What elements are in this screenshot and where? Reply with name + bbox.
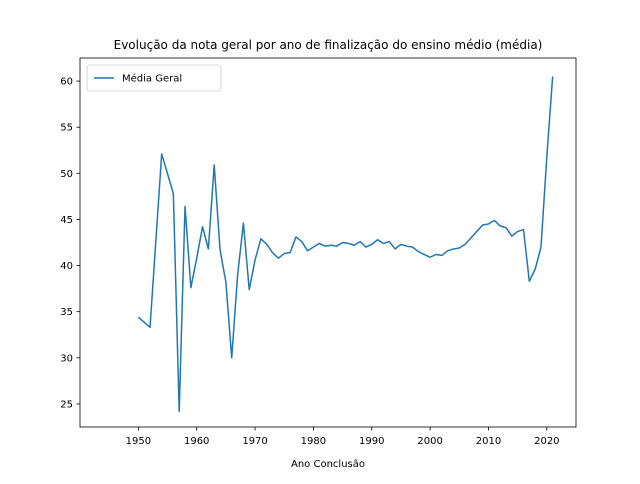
x-tick-label: 1960	[184, 436, 209, 447]
legend-frame	[86, 64, 222, 92]
legend-label: Média Geral	[122, 73, 182, 85]
y-tick-label: 50	[60, 169, 73, 180]
legend: Média Geral	[86, 64, 222, 92]
x-axis: 1950 1960 1970 1980 1990 2000 2010 2020	[126, 427, 560, 447]
y-tick-label: 25	[60, 399, 73, 410]
x-tick-label: 1980	[301, 436, 326, 447]
y-axis: 25 30 35 40 45 50 55 60	[60, 77, 80, 410]
x-tick-label: 1970	[242, 436, 267, 447]
series-line	[137, 76, 554, 413]
y-tick-label: 30	[60, 353, 73, 364]
y-tick-label: 45	[60, 215, 73, 226]
y-tick-label: 55	[60, 123, 73, 134]
x-tick-label: 1950	[126, 436, 151, 447]
chart-title: Evolução da nota geral por ano de finali…	[114, 38, 543, 52]
y-tick-label: 60	[60, 77, 73, 88]
x-tick-label: 2000	[417, 436, 442, 447]
plot-area	[137, 76, 554, 413]
x-tick-label: 2020	[534, 436, 559, 447]
y-tick-label: 40	[60, 261, 73, 272]
plot-frame	[79, 57, 577, 428]
x-tick-label: 1990	[359, 436, 384, 447]
y-tick-label: 35	[60, 307, 73, 318]
x-axis-label: Ano Conclusão	[291, 459, 365, 470]
x-tick-label: 2010	[476, 436, 501, 447]
